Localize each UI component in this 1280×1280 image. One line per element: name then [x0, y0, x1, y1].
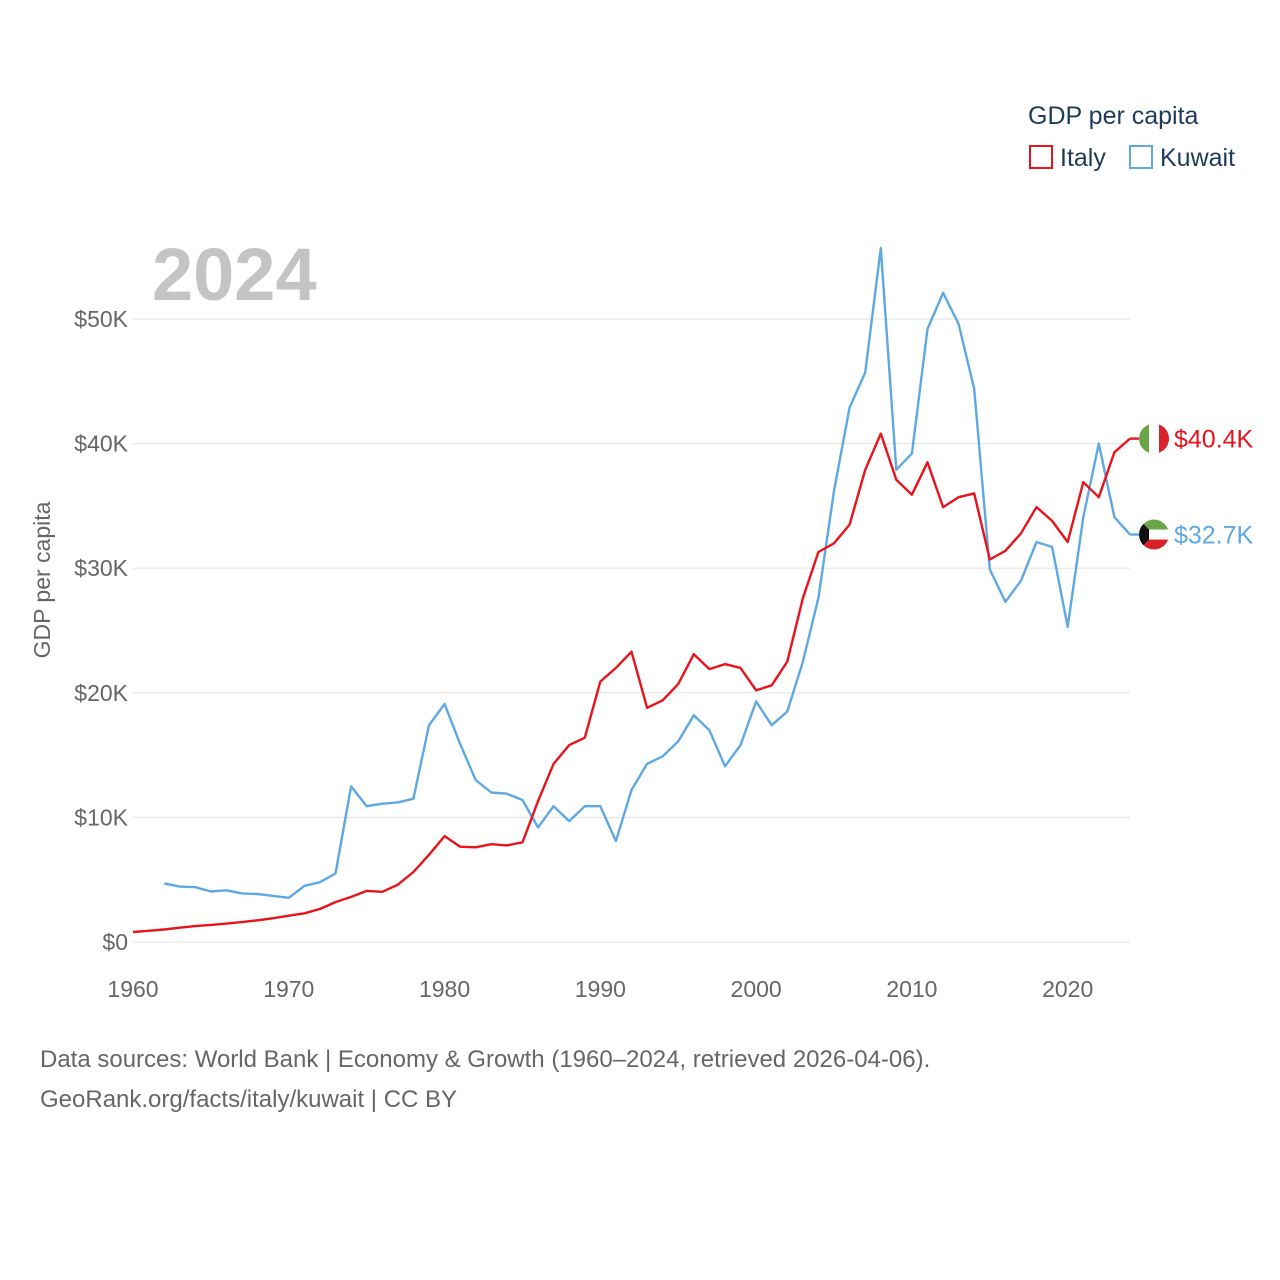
x-tick-label: 2010 [886, 976, 937, 1002]
x-tick-label: 1990 [575, 976, 626, 1002]
source-footer: Data sources: World Bank | Economy & Gro… [40, 1040, 1240, 1120]
legend-title: GDP per capita [1028, 102, 1199, 130]
y-tick-labels: $0 $10K $20K $30K $40K $50K [74, 306, 128, 955]
kuwait-end-marker: $32.7K [1139, 519, 1254, 550]
x-tick-label: 2020 [1042, 976, 1093, 1002]
italy-flag-icon [1139, 423, 1169, 454]
x-tick-label: 2000 [731, 976, 782, 1002]
series-line-italy[interactable] [132, 432, 1131, 934]
source-line: Data sources: World Bank | Economy & Gro… [40, 1046, 931, 1073]
x-tick-label: 1960 [107, 976, 158, 1002]
series-lines [132, 246, 1139, 934]
x-tick-label: 1980 [419, 976, 470, 1002]
italy-end-marker: $40.4K [1139, 423, 1254, 454]
year-display: 2024 [152, 233, 317, 316]
y-axis-label: GDP per capita [29, 501, 55, 658]
grid-lines [133, 318, 1130, 943]
y-tick-label: $10K [74, 804, 128, 830]
x-tick-labels: 1960 1970 1980 1990 2000 2010 2020 [107, 976, 1093, 1002]
line-chart: GDP per capita Italy Kuwait 2024 GDP per… [29, 102, 1254, 1002]
legend: GDP per capita Italy Kuwait [1028, 102, 1235, 172]
kuwait-end-value: $32.7K [1174, 522, 1254, 550]
legend-swatch-kuwait[interactable] [1129, 145, 1153, 169]
legend-label-italy[interactable]: Italy [1060, 144, 1106, 172]
y-tick-label: $0 [102, 929, 128, 955]
x-tick-label: 1970 [263, 976, 314, 1002]
y-tick-label: $50K [74, 306, 128, 332]
attribution-link[interactable]: GeoRank.org/facts/italy/kuwait | CC BY [40, 1086, 458, 1113]
italy-end-value: $40.4K [1174, 426, 1254, 454]
series-line-kuwait[interactable] [163, 246, 1131, 899]
y-tick-label: $20K [74, 680, 128, 706]
kuwait-flag-icon [1139, 519, 1169, 550]
legend-swatch-italy[interactable] [1029, 145, 1053, 169]
y-tick-label: $30K [74, 555, 128, 581]
legend-label-kuwait[interactable]: Kuwait [1160, 144, 1235, 172]
y-tick-label: $40K [74, 431, 128, 457]
